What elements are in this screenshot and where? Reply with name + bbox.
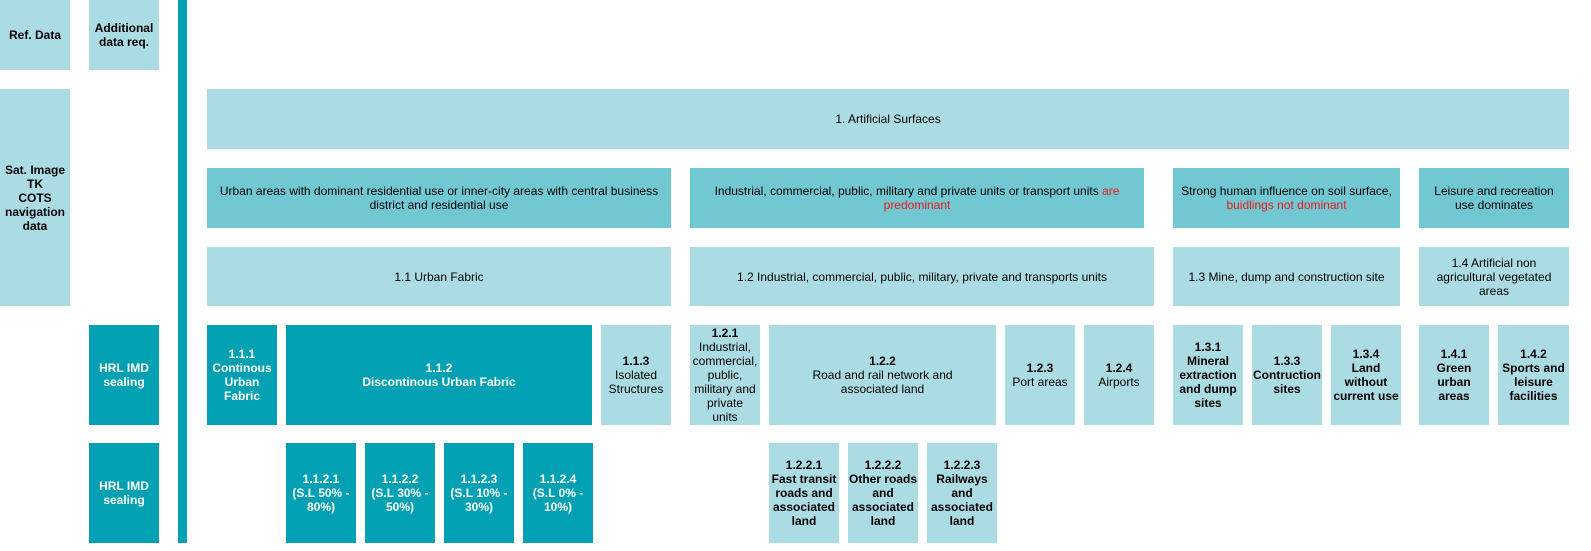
- level3-land-without-use: 1.3.4 Land without current use: [1331, 325, 1401, 425]
- level4-fast-transit-roads: 1.2.2.1 Fast transit roads and associated…: [769, 443, 839, 543]
- description-industrial-highlight: are predominant: [883, 184, 1120, 212]
- level3-port-areas: 1.2.3 Port areas: [1005, 325, 1075, 425]
- level2-mine-dump-construction: 1.3 Mine, dump and construction site: [1173, 247, 1400, 306]
- level3-mineral-extraction: 1.3.1 Mineral extraction and dump sites: [1173, 325, 1243, 425]
- description-industrial: Industrial, commercial, public, military…: [690, 168, 1144, 228]
- hrl-imd-sealing-label: HRL IMD sealing: [89, 325, 159, 425]
- level2-urban-fabric: 1.1 Urban Fabric: [207, 247, 671, 306]
- level3-sports-leisure: 1.4.2 Sports and leisure facilities: [1498, 325, 1569, 425]
- level2-artificial-vegetated: 1.4 Artificial non agricultural vegetate…: [1419, 247, 1569, 306]
- additional-data-label: Additional data req.: [89, 0, 159, 70]
- level4-sealing-0-10: 1.1.2.4 (S.L 0% - 10%): [523, 443, 593, 543]
- level3-industrial-units: 1.2.1 Industrial, commercial, public, mil…: [690, 325, 760, 425]
- level3-green-urban-areas: 1.4.1 Green urban areas: [1419, 325, 1489, 425]
- level3-continous-urban-fabric: 1.1.1 Continous Urban Fabric: [207, 325, 277, 425]
- description-leisure: Leisure and recreation use dominates: [1419, 168, 1569, 228]
- hrl-imd-sealing-label: HRL IMD sealing: [89, 443, 159, 543]
- level4-sealing-10-30: 1.1.2.3 (S.L 10% - 30%): [444, 443, 514, 543]
- level4-other-roads: 1.2.2.2 Other roads and associated land: [848, 443, 918, 543]
- level4-sealing-30-50: 1.1.2.2 (S.L 30% - 50%): [365, 443, 435, 543]
- level3-discontinous-urban-fabric: 1.1.2 Discontinous Urban Fabric: [286, 325, 592, 425]
- ref-data-label: Ref. Data: [0, 0, 70, 70]
- level3-construction-sites: 1.3.3 Contruction sites: [1252, 325, 1322, 425]
- level4-sealing-50-80: 1.1.2.1 (S.L 50% - 80%): [286, 443, 356, 543]
- level1-artificial-surfaces: 1. Artificial Surfaces: [207, 89, 1569, 149]
- level4-railways: 1.2.2.3 Railways and associated land: [927, 443, 997, 543]
- sat-image-label: Sat. Image TK COTS navigation data: [0, 89, 70, 306]
- level3-road-rail-network: 1.2.2 Road and rail network and associate…: [769, 325, 996, 425]
- description-urban: Urban areas with dominant residential us…: [207, 168, 671, 228]
- description-mine-highlight: buidlings not dominant: [1226, 198, 1347, 212]
- level3-isolated-structures: 1.1.3 Isolated Structures: [601, 325, 671, 425]
- level3-airports: 1.2.4 Airports: [1084, 325, 1154, 425]
- vertical-divider: [178, 0, 187, 543]
- description-mine: Strong human influence on soil surface, …: [1173, 168, 1400, 228]
- level2-industrial-transport: 1.2 Industrial, commercial, public, mili…: [690, 247, 1154, 306]
